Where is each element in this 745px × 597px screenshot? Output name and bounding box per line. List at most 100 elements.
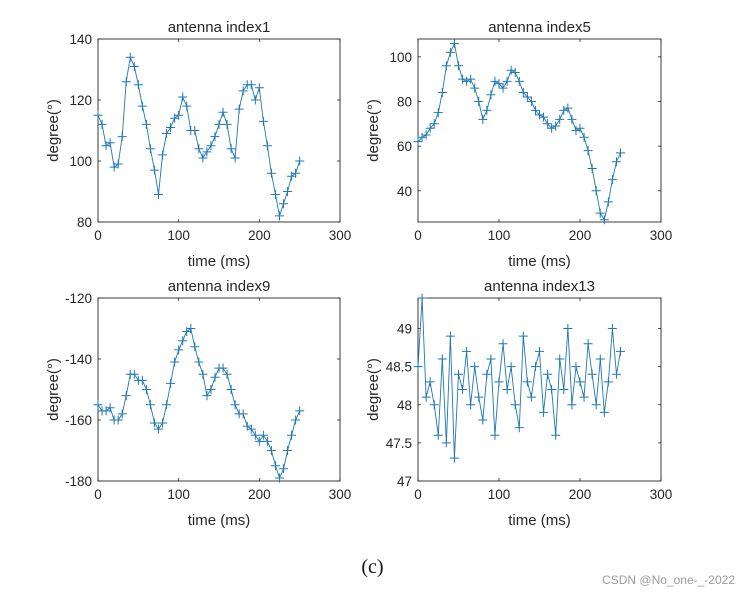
data-point: [522, 92, 532, 102]
data-point: [506, 65, 516, 75]
data-point: [230, 153, 240, 163]
data-point: [194, 144, 204, 154]
y-tick-label: 60: [397, 139, 412, 154]
data-point: [607, 175, 617, 185]
data-point: [437, 88, 447, 98]
data-point: [202, 147, 212, 157]
data-point: [230, 400, 240, 410]
data-point: [599, 407, 609, 417]
data-point: [93, 400, 103, 410]
y-tick-label: 48: [397, 398, 412, 413]
data-point: [170, 357, 180, 367]
subplot-title: antenna index9: [168, 278, 271, 295]
data-point: [445, 331, 455, 341]
data-point: [514, 76, 524, 86]
y-tick-label: 80: [397, 94, 412, 109]
data-point: [502, 385, 512, 394]
data-point: [198, 153, 208, 163]
data-point: [547, 123, 557, 133]
data-point: [121, 77, 131, 87]
data-point: [494, 377, 504, 387]
data-point: [595, 354, 605, 364]
data-point: [234, 104, 244, 114]
x-tick-label: 300: [329, 228, 352, 243]
y-tick-label: -140: [65, 352, 92, 367]
data-point: [551, 430, 561, 440]
data-point: [125, 52, 135, 62]
data-point: [129, 369, 139, 379]
data-point: [454, 61, 463, 71]
subplot-title: antenna index5: [488, 19, 591, 36]
x-tick-label: 200: [248, 487, 271, 502]
figure-caption: (c): [361, 556, 384, 578]
x-tick-label: 0: [94, 228, 102, 243]
data-point: [599, 215, 609, 225]
subplot-4: 0 100 200 300 47 47.5 48 48.5 49 antenna index13 t…: [365, 278, 672, 529]
data-point: [579, 392, 589, 402]
data-point: [616, 346, 625, 356]
data-point: [611, 369, 621, 379]
x-tick-label: 100: [167, 228, 190, 243]
data-point: [559, 385, 569, 394]
data-point: [174, 110, 184, 120]
data-point: [246, 424, 256, 434]
data-point: [421, 130, 431, 140]
y-tick-label: 100: [69, 154, 92, 169]
data-point: [133, 80, 143, 90]
data-point: [218, 107, 228, 117]
y-axis-label: degree(°): [45, 358, 62, 421]
data-point: [547, 385, 557, 394]
data-point: [506, 362, 516, 372]
data-point: [539, 407, 549, 417]
data-point: [498, 83, 508, 93]
data-point: [93, 110, 103, 120]
data-point: [421, 392, 431, 402]
data-point: [270, 461, 280, 471]
data-point: [490, 430, 500, 440]
data-point: [510, 400, 520, 410]
x-tick-label: 200: [569, 487, 592, 502]
data-point: [117, 409, 127, 419]
y-tick-label: 120: [69, 93, 92, 108]
data-point: [583, 339, 593, 349]
data-point: [595, 208, 605, 218]
data-point: [158, 150, 168, 160]
y-tick-label: 49: [397, 322, 412, 337]
data-point: [470, 83, 480, 93]
data-point: [555, 354, 565, 364]
watermark: CSDN @No_one-_-2022: [602, 573, 735, 587]
subplot-1: 0 100 200 300 80 100 120 140 antenna index1 time …: [45, 19, 351, 270]
data-point: [162, 400, 172, 410]
data-point: [113, 159, 123, 169]
data-point: [535, 110, 544, 120]
data-point: [291, 415, 301, 425]
data-point: [162, 129, 172, 139]
data-point: [449, 453, 459, 463]
x-axis-label: time (ms): [508, 512, 571, 529]
data-point: [266, 168, 276, 178]
data-point: [518, 88, 528, 98]
x-axis-label: time (ms): [508, 253, 571, 270]
data-point: [543, 369, 553, 379]
y-tick-label: 40: [397, 184, 412, 199]
data-point: [591, 400, 601, 410]
data-point: [226, 385, 236, 394]
data-point: [587, 163, 597, 173]
data-point: [486, 90, 496, 100]
data-point: [425, 123, 435, 133]
data-point: [563, 324, 573, 333]
data-point: [587, 369, 597, 379]
plot-area: [97, 297, 341, 482]
data-point: [413, 137, 423, 147]
data-point: [174, 345, 184, 355]
data-point: [458, 74, 468, 84]
data-point: [470, 362, 480, 372]
data-point: [616, 148, 625, 158]
data-point: [149, 418, 159, 428]
y-axis-label: degree(°): [365, 358, 382, 421]
data-point: [474, 392, 484, 402]
data-point: [482, 369, 492, 379]
data-point: [238, 409, 248, 419]
data-point: [137, 375, 147, 385]
data-point: [158, 418, 168, 428]
